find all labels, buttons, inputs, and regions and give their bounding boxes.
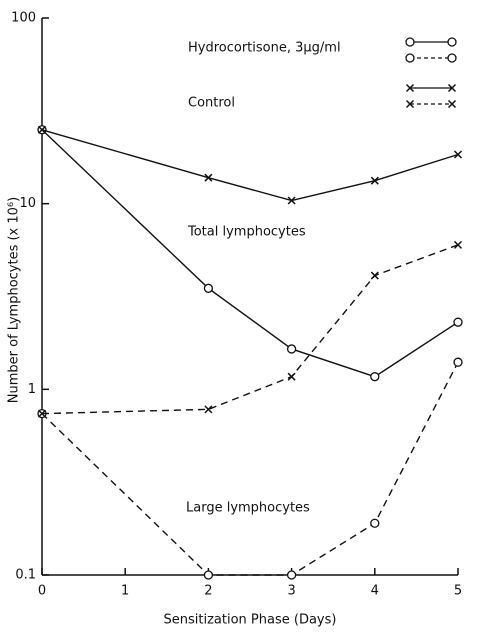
marker [370, 176, 379, 185]
marker [370, 372, 380, 382]
marker [370, 518, 380, 528]
marker [37, 409, 47, 418]
marker [286, 570, 297, 580]
marker [204, 405, 213, 414]
legend-marker [447, 99, 457, 109]
x-tick-label: 5 [454, 584, 462, 599]
marker [453, 357, 463, 367]
marker [453, 317, 463, 327]
series-line [41, 244, 459, 415]
x-axis-label: Sensitization Phase (Days) [164, 613, 337, 628]
marker [287, 372, 296, 381]
annotation: Control [188, 96, 235, 111]
legend-marker [405, 83, 415, 93]
y-tick-label: 0.1 [15, 568, 36, 583]
y-tick-label: 10 [19, 196, 36, 211]
series-line [41, 129, 459, 378]
x-tick-label: 4 [371, 584, 379, 599]
marker [203, 283, 214, 293]
legend-marker [447, 83, 457, 93]
y-axis-label: Number of Lymphocytes (x 10⁶) [7, 197, 22, 403]
marker [37, 125, 47, 134]
x-tick-label: 0 [38, 584, 46, 599]
y-tick-label: 100 [11, 11, 36, 26]
x-tick-label: 1 [121, 584, 129, 599]
x-tick-label: 3 [287, 584, 295, 599]
legend-marker [447, 37, 457, 47]
legend-marker [405, 37, 415, 47]
annotation: Large lymphocytes [186, 501, 310, 516]
legend-marker [405, 99, 415, 109]
marker [453, 150, 463, 159]
marker [287, 196, 296, 205]
y-tick-label: 1 [28, 382, 36, 397]
marker [286, 344, 297, 354]
legend-marker [405, 53, 415, 63]
marker [204, 173, 213, 182]
series-line [41, 361, 459, 576]
marker [203, 570, 214, 580]
annotation: Hydrocortisone, 3μg/ml [188, 41, 341, 56]
x-tick-label: 2 [204, 584, 212, 599]
annotation: Total lymphocytes [187, 225, 306, 240]
legend-marker [447, 53, 457, 63]
marker [453, 240, 463, 249]
marker [370, 271, 379, 280]
